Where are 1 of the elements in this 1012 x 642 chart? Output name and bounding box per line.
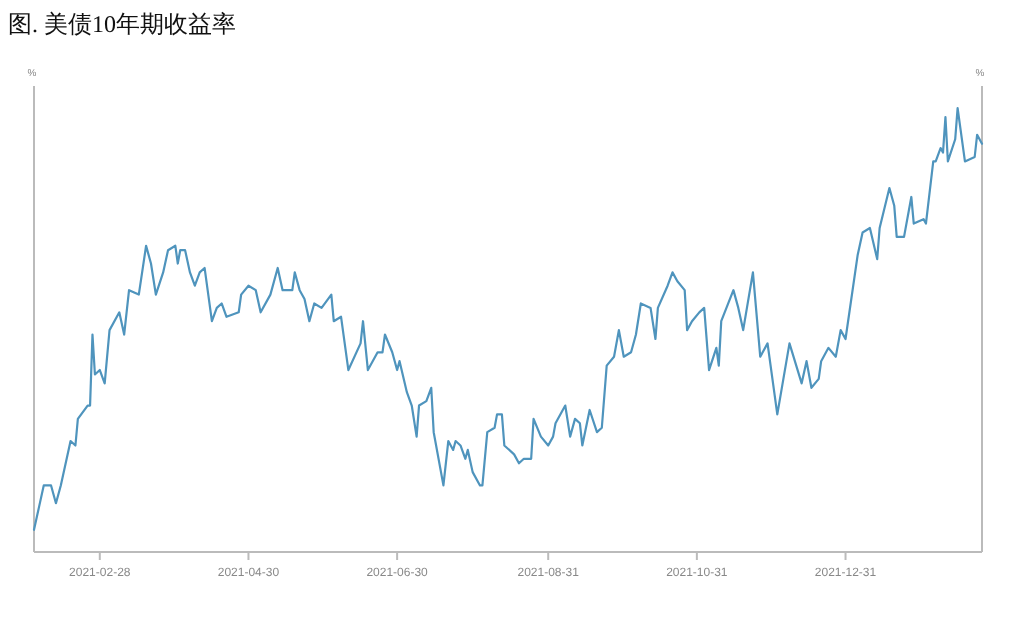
chart-title: 图. 美债10年期收益率 bbox=[8, 10, 236, 38]
